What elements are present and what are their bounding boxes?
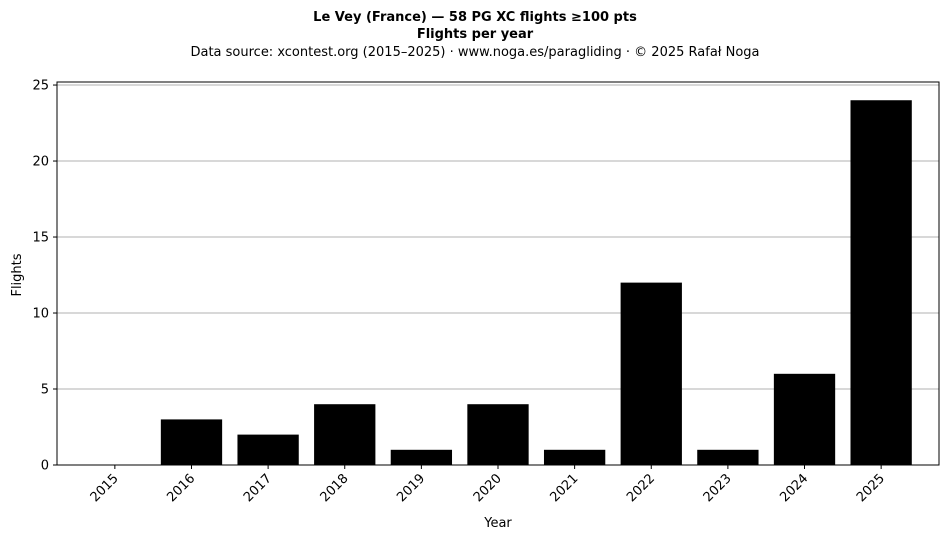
x-tick-label: 2024 — [777, 471, 811, 505]
x-tick-label: 2016 — [164, 471, 198, 505]
x-tick-label: 2020 — [471, 471, 505, 505]
bar-2024 — [773, 373, 836, 465]
x-tick-label: 2023 — [701, 471, 735, 505]
x-axis: 2015 2016 2017 2018 2019 2020 2021 2022 2023 2024… — [88, 465, 888, 505]
y-tick-label: 20 — [32, 155, 49, 170]
bar-2017 — [237, 434, 299, 465]
chart-title: Le Vey (France) — 58 PG XC flights ≥100 … — [313, 10, 637, 25]
y-tick-label: 10 — [32, 307, 49, 322]
grid-lines — [57, 84, 939, 390]
y-tick-label: 5 — [41, 383, 49, 398]
bar-2025 — [850, 100, 912, 465]
bar-2016 — [160, 419, 223, 465]
bar-2018 — [314, 404, 376, 465]
bar-2019 — [390, 449, 453, 465]
chart-title-line2: Flights per year — [417, 27, 534, 42]
x-tick-label: 2019 — [394, 471, 428, 505]
bar-2020 — [467, 404, 529, 465]
y-axis: 0 5 10 15 20 25 — [32, 79, 57, 474]
x-tick-label: 2021 — [547, 471, 581, 505]
chart-subtitle: Data source: xcontest.org (2015–2025) · … — [190, 45, 759, 60]
bar-2023 — [697, 449, 759, 465]
x-tick-label: 2022 — [624, 471, 658, 505]
y-tick-label: 25 — [32, 79, 49, 94]
bars — [160, 100, 912, 465]
y-tick-label: 0 — [41, 459, 49, 474]
bar-2022 — [620, 282, 682, 465]
x-tick-label: 2018 — [318, 471, 352, 505]
x-axis-label: Year — [483, 516, 512, 531]
x-tick-label: 2025 — [854, 471, 888, 505]
x-tick-label: 2015 — [88, 471, 122, 505]
bar-2021 — [543, 449, 606, 465]
x-tick-label: 2017 — [241, 471, 275, 505]
y-axis-label: Flights — [10, 253, 25, 296]
y-tick-label: 15 — [32, 231, 49, 246]
